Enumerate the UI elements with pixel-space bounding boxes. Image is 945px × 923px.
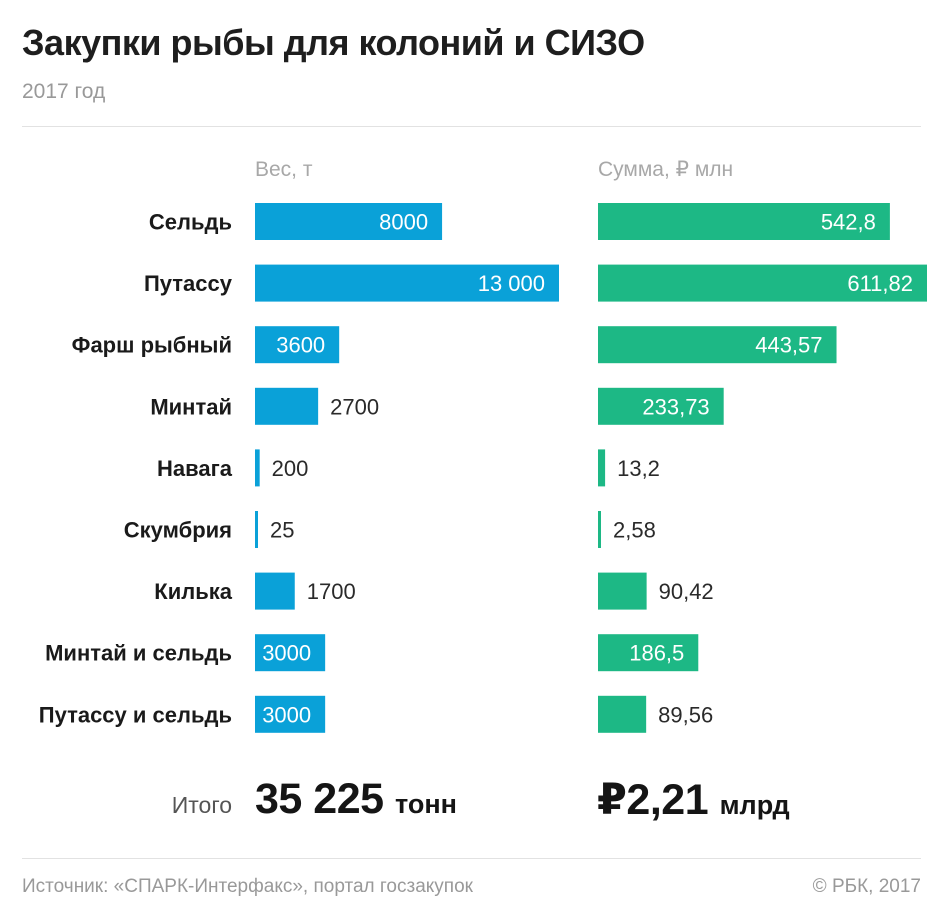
bar xyxy=(255,634,326,672)
bar xyxy=(255,449,260,487)
total-weight-value: 35 225 xyxy=(255,775,384,823)
data-label: 443,57 xyxy=(755,333,822,358)
bottom-divider xyxy=(22,858,921,859)
bar xyxy=(255,695,326,733)
top-divider xyxy=(22,126,921,127)
bar xyxy=(598,326,837,364)
total-sum-value: ₽2,21 xyxy=(597,776,709,824)
data-label: 13,2 xyxy=(617,456,660,481)
category-label: Скумбрия xyxy=(124,518,232,543)
bar xyxy=(598,695,647,733)
column-header: Сумма, ₽ млн xyxy=(598,158,733,181)
bar xyxy=(598,387,724,425)
data-label: 25 xyxy=(270,518,294,543)
bar xyxy=(598,572,647,610)
data-label: 89,56 xyxy=(658,702,713,727)
category-label: Путассу и сельдь xyxy=(39,702,232,727)
bar xyxy=(598,511,601,548)
bar xyxy=(255,511,258,548)
total-label: Итого xyxy=(171,792,232,818)
bar xyxy=(598,634,699,672)
data-label: 1700 xyxy=(307,579,356,604)
data-label: 3000 xyxy=(262,702,311,727)
data-label: 90,42 xyxy=(659,579,714,604)
data-label: 611,82 xyxy=(847,271,913,296)
category-label: Килька xyxy=(154,579,232,604)
data-label: 186,5 xyxy=(629,641,684,666)
chart-subtitle: 2017 год xyxy=(22,80,106,103)
data-label: 3000 xyxy=(262,641,311,666)
bar xyxy=(598,264,927,302)
data-label: 3600 xyxy=(276,333,325,358)
bar xyxy=(598,449,606,487)
chart-title: Закупки рыбы для колоний и СИЗО xyxy=(22,22,645,63)
category-label: Минтай и сельдь xyxy=(45,641,232,666)
data-label: 233,73 xyxy=(642,394,709,419)
total-sum-unit: млрд xyxy=(719,790,790,820)
data-label: 2700 xyxy=(330,394,379,419)
category-label: Путассу xyxy=(144,271,233,296)
source-note: Источник: «СПАРК-Интерфакс», портал госз… xyxy=(22,876,473,897)
bar xyxy=(598,203,890,240)
category-label: Навага xyxy=(157,456,233,481)
category-label: Минтай xyxy=(150,394,232,419)
bar xyxy=(255,326,340,364)
bar xyxy=(255,264,559,302)
total-sum: ₽2,21 млрд xyxy=(597,775,790,825)
category-label: Сельдь xyxy=(149,210,232,235)
data-label: 2,58 xyxy=(613,518,656,543)
bar xyxy=(255,572,295,610)
category-label: Фарш рыбный xyxy=(72,333,232,358)
data-label: 8000 xyxy=(379,210,428,235)
data-label: 200 xyxy=(272,456,309,481)
column-header: Вес, т xyxy=(255,158,313,181)
total-weight-unit: тонн xyxy=(394,789,457,819)
total-weight: 35 225 тонн xyxy=(255,775,457,824)
bar xyxy=(255,387,319,425)
bar xyxy=(255,203,443,240)
copyright: © РБК, 2017 xyxy=(812,876,921,897)
data-label: 542,8 xyxy=(821,210,876,235)
data-label: 13 000 xyxy=(478,271,545,296)
